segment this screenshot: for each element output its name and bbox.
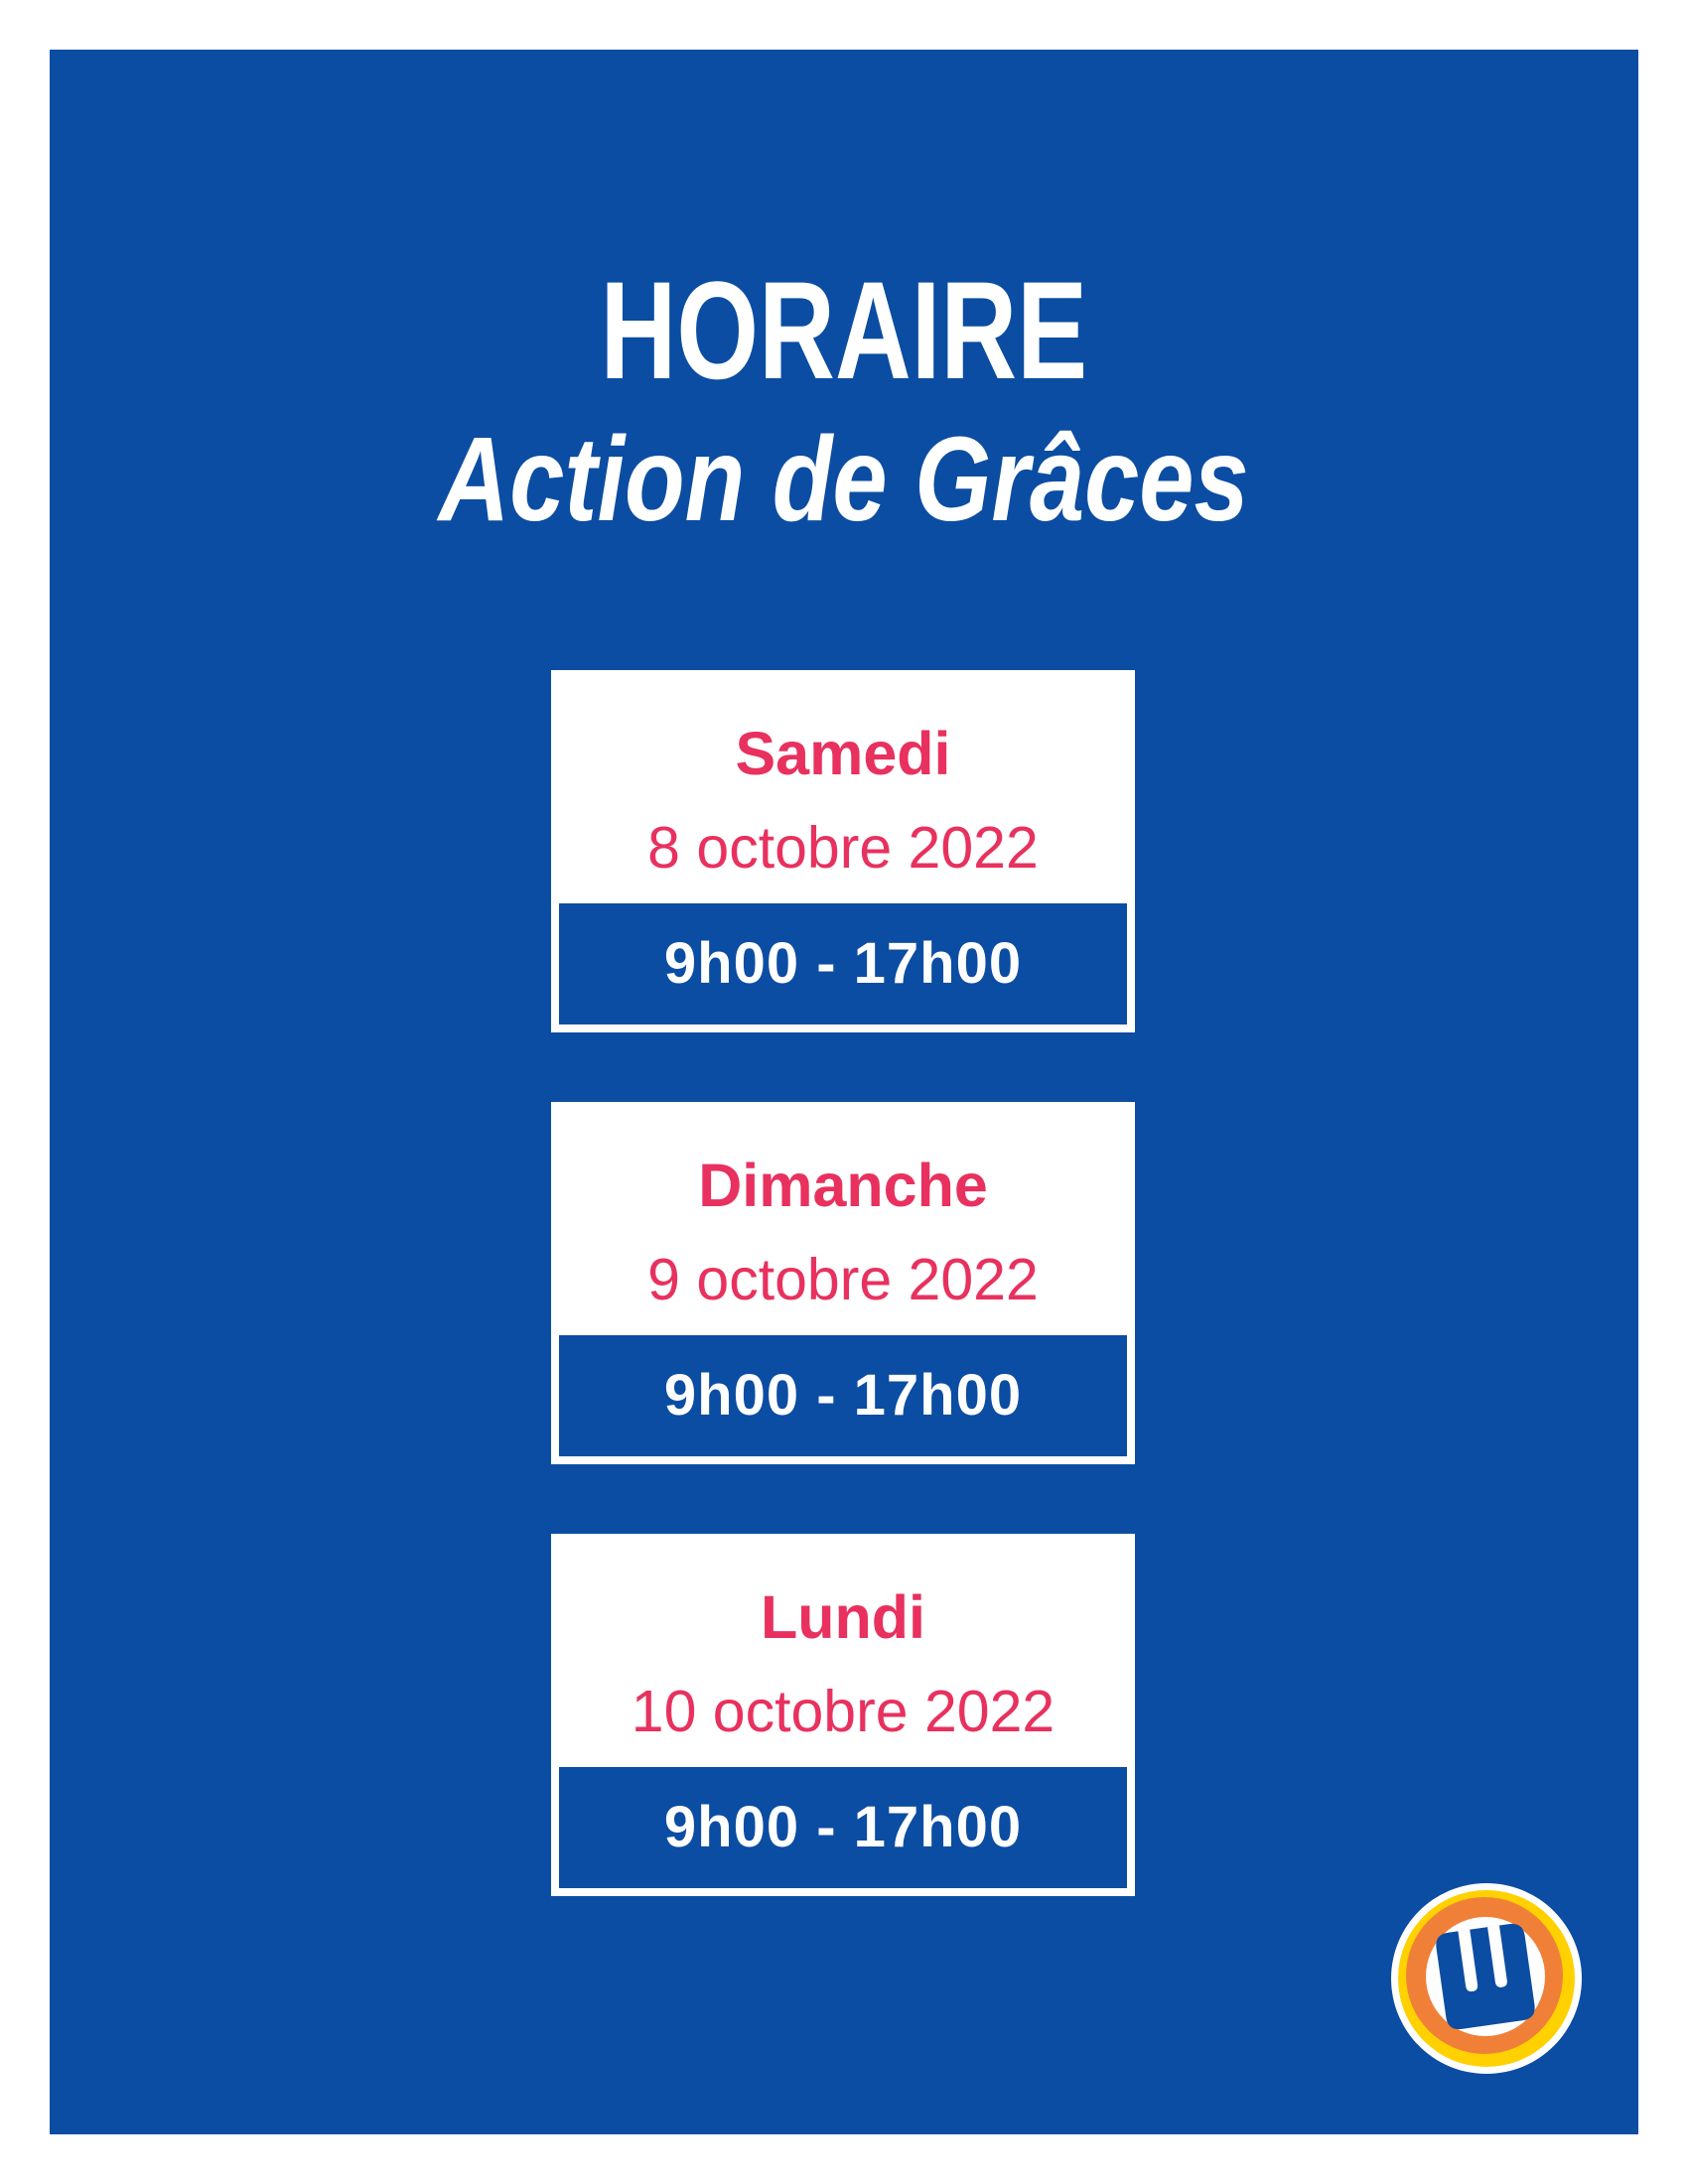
hours-bar: 9h00 - 17h00 — [559, 1335, 1127, 1456]
schedule-card-monday: Lundi 10 octobre 2022 9h00 - 17h00 — [551, 1534, 1135, 1896]
blue-background-panel: HORAIRE Action de Grâces Samedi 8 octobr… — [50, 50, 1638, 2134]
logo-letter-u — [1436, 1923, 1535, 2030]
poster-subtitle: Action de Grâces — [50, 419, 1638, 539]
hours-bar: 9h00 - 17h00 — [559, 903, 1127, 1024]
schedule-card-sunday: Dimanche 9 octobre 2022 9h00 - 17h00 — [551, 1102, 1135, 1464]
date-label: 10 octobre 2022 — [631, 1679, 1055, 1744]
schedule-card-saturday: Samedi 8 octobre 2022 9h00 - 17h00 — [551, 670, 1135, 1032]
poster-title: HORAIRE — [50, 261, 1638, 400]
hours-label: 9h00 - 17h00 — [663, 931, 1023, 996]
uniprix-logo-svg — [1391, 1883, 1582, 2074]
hours-bar: 9h00 - 17h00 — [559, 1767, 1127, 1888]
day-label: Samedi — [735, 720, 951, 787]
date-label: 9 octobre 2022 — [647, 1247, 1039, 1312]
poster-subtitle-text: Action de Grâces — [438, 411, 1250, 546]
uniprix-logo-icon — [1391, 1883, 1582, 2074]
date-label: 8 octobre 2022 — [647, 815, 1039, 881]
day-label: Lundi — [761, 1583, 925, 1651]
hours-label: 9h00 - 17h00 — [663, 1363, 1023, 1428]
day-label: Dimanche — [698, 1152, 988, 1219]
poster-title-text: HORAIRE — [600, 252, 1088, 408]
hours-label: 9h00 - 17h00 — [663, 1795, 1023, 1859]
